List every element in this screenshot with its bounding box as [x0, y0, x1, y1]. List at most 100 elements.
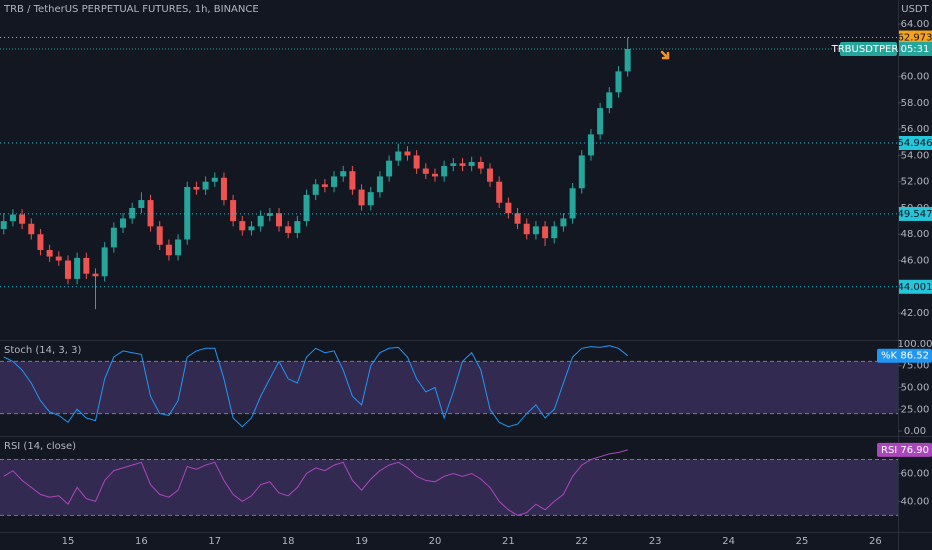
- candle-body: [74, 257, 81, 279]
- indicator-title: RSI (14, close): [4, 441, 76, 452]
- candle-body: [211, 177, 218, 182]
- y-tick-label: 64.00: [901, 19, 930, 30]
- x-tick-label: 24: [722, 536, 735, 547]
- candle-body: [285, 226, 292, 233]
- candle-body: [9, 214, 16, 222]
- candle-body: [303, 194, 310, 222]
- y-tick-label: 75.00: [901, 361, 930, 372]
- candle-body: [331, 176, 338, 187]
- candle-body: [376, 176, 383, 193]
- chart-title: TRB / TetherUS PERPETUAL FUTURES, 1h, BI…: [3, 4, 259, 15]
- y-tick-label: 40.00: [901, 496, 930, 507]
- candle-body: [560, 218, 567, 227]
- candle-body: [395, 151, 402, 161]
- x-tick-label: 22: [575, 536, 588, 547]
- candle-body: [175, 239, 182, 256]
- candle-body: [349, 171, 356, 190]
- value-label-box: [877, 348, 932, 363]
- x-tick-label: 20: [429, 536, 442, 547]
- x-tick-label: 23: [649, 536, 662, 547]
- candle-body: [431, 173, 438, 177]
- candle-body: [386, 160, 393, 177]
- candle-body: [422, 168, 429, 174]
- candle-body: [587, 134, 594, 156]
- value-label: 76.90: [900, 445, 929, 456]
- candle-body: [37, 234, 44, 251]
- countdown-label: 05:31: [901, 44, 930, 55]
- candle-body: [120, 218, 127, 228]
- candle-body: [0, 221, 7, 229]
- candle-body: [597, 108, 604, 135]
- band: [0, 361, 898, 414]
- candle-body: [468, 161, 475, 166]
- candle-body: [230, 200, 237, 222]
- candle-body: [496, 181, 503, 203]
- candle-body: [156, 226, 163, 245]
- candle-body: [578, 155, 585, 189]
- y-tick-label: 42.00: [901, 308, 930, 319]
- candle-body: [138, 200, 145, 208]
- countdown-box: [899, 42, 932, 57]
- level-label-box: [899, 206, 932, 221]
- candle-body: [441, 165, 448, 177]
- y-tick-label: 58.00: [901, 98, 930, 109]
- y-tick-label: 50.00: [901, 382, 930, 393]
- level-label: 49.547: [898, 209, 932, 220]
- level-label-box: [899, 30, 932, 45]
- candle-body: [83, 257, 90, 274]
- candle-body: [487, 168, 494, 182]
- candle-body: [55, 256, 62, 261]
- candle-body: [165, 244, 172, 256]
- candle-body: [276, 213, 283, 227]
- candle-body: [110, 227, 117, 248]
- x-tick-label: 26: [869, 536, 882, 547]
- band: [0, 459, 898, 516]
- candle-body: [367, 192, 374, 206]
- series-name: %K: [881, 351, 898, 362]
- candle-body: [569, 188, 576, 219]
- candle-body: [450, 163, 457, 166]
- y-tick-label: 25.00: [901, 404, 930, 415]
- series-name: RSI: [881, 445, 897, 456]
- y-tick-label: 54.00: [901, 150, 930, 161]
- candle-body: [28, 223, 35, 235]
- candle-body: [101, 247, 108, 277]
- candle-body: [202, 181, 209, 190]
- candle-body: [551, 226, 558, 239]
- y-tick-label: 60.00: [901, 468, 930, 479]
- y-tick-label: 56.00: [901, 124, 930, 135]
- value-label: 86.52: [900, 351, 929, 362]
- x-tick-label: 15: [62, 536, 75, 547]
- candle-body: [239, 221, 246, 231]
- x-tick-label: 17: [208, 536, 221, 547]
- currency: USDT: [901, 4, 929, 15]
- x-tick-label: 25: [796, 536, 809, 547]
- candle-body: [257, 215, 264, 227]
- candle-body: [312, 184, 319, 195]
- candle-body: [64, 260, 71, 279]
- symbol-label: TRBUSDTPERP: [831, 44, 905, 55]
- candle-body: [340, 171, 347, 177]
- candle-body: [321, 184, 328, 187]
- y-tick-label: 46.00: [901, 256, 930, 267]
- candle-body: [266, 213, 273, 216]
- candle-body: [514, 213, 521, 224]
- candle-body: [404, 151, 411, 156]
- indicator-line: [3, 449, 628, 516]
- candle-body: [542, 226, 549, 239]
- level-label: 44.001: [898, 282, 932, 293]
- y-tick-label: 52.00: [901, 177, 930, 188]
- candle-body: [46, 250, 53, 257]
- candle-body: [523, 223, 530, 235]
- indicator-line: [3, 345, 629, 428]
- y-tick-label: 48.00: [901, 229, 930, 240]
- candle-body: [459, 163, 466, 166]
- candle-body: [19, 214, 26, 224]
- level-label: 54.946: [898, 138, 932, 149]
- y-tick-label: 0.00: [904, 426, 926, 437]
- level-label-box: [899, 135, 932, 150]
- y-tick-label: 100.00: [898, 339, 932, 350]
- candle-body: [505, 202, 512, 214]
- candle-body: [413, 155, 420, 169]
